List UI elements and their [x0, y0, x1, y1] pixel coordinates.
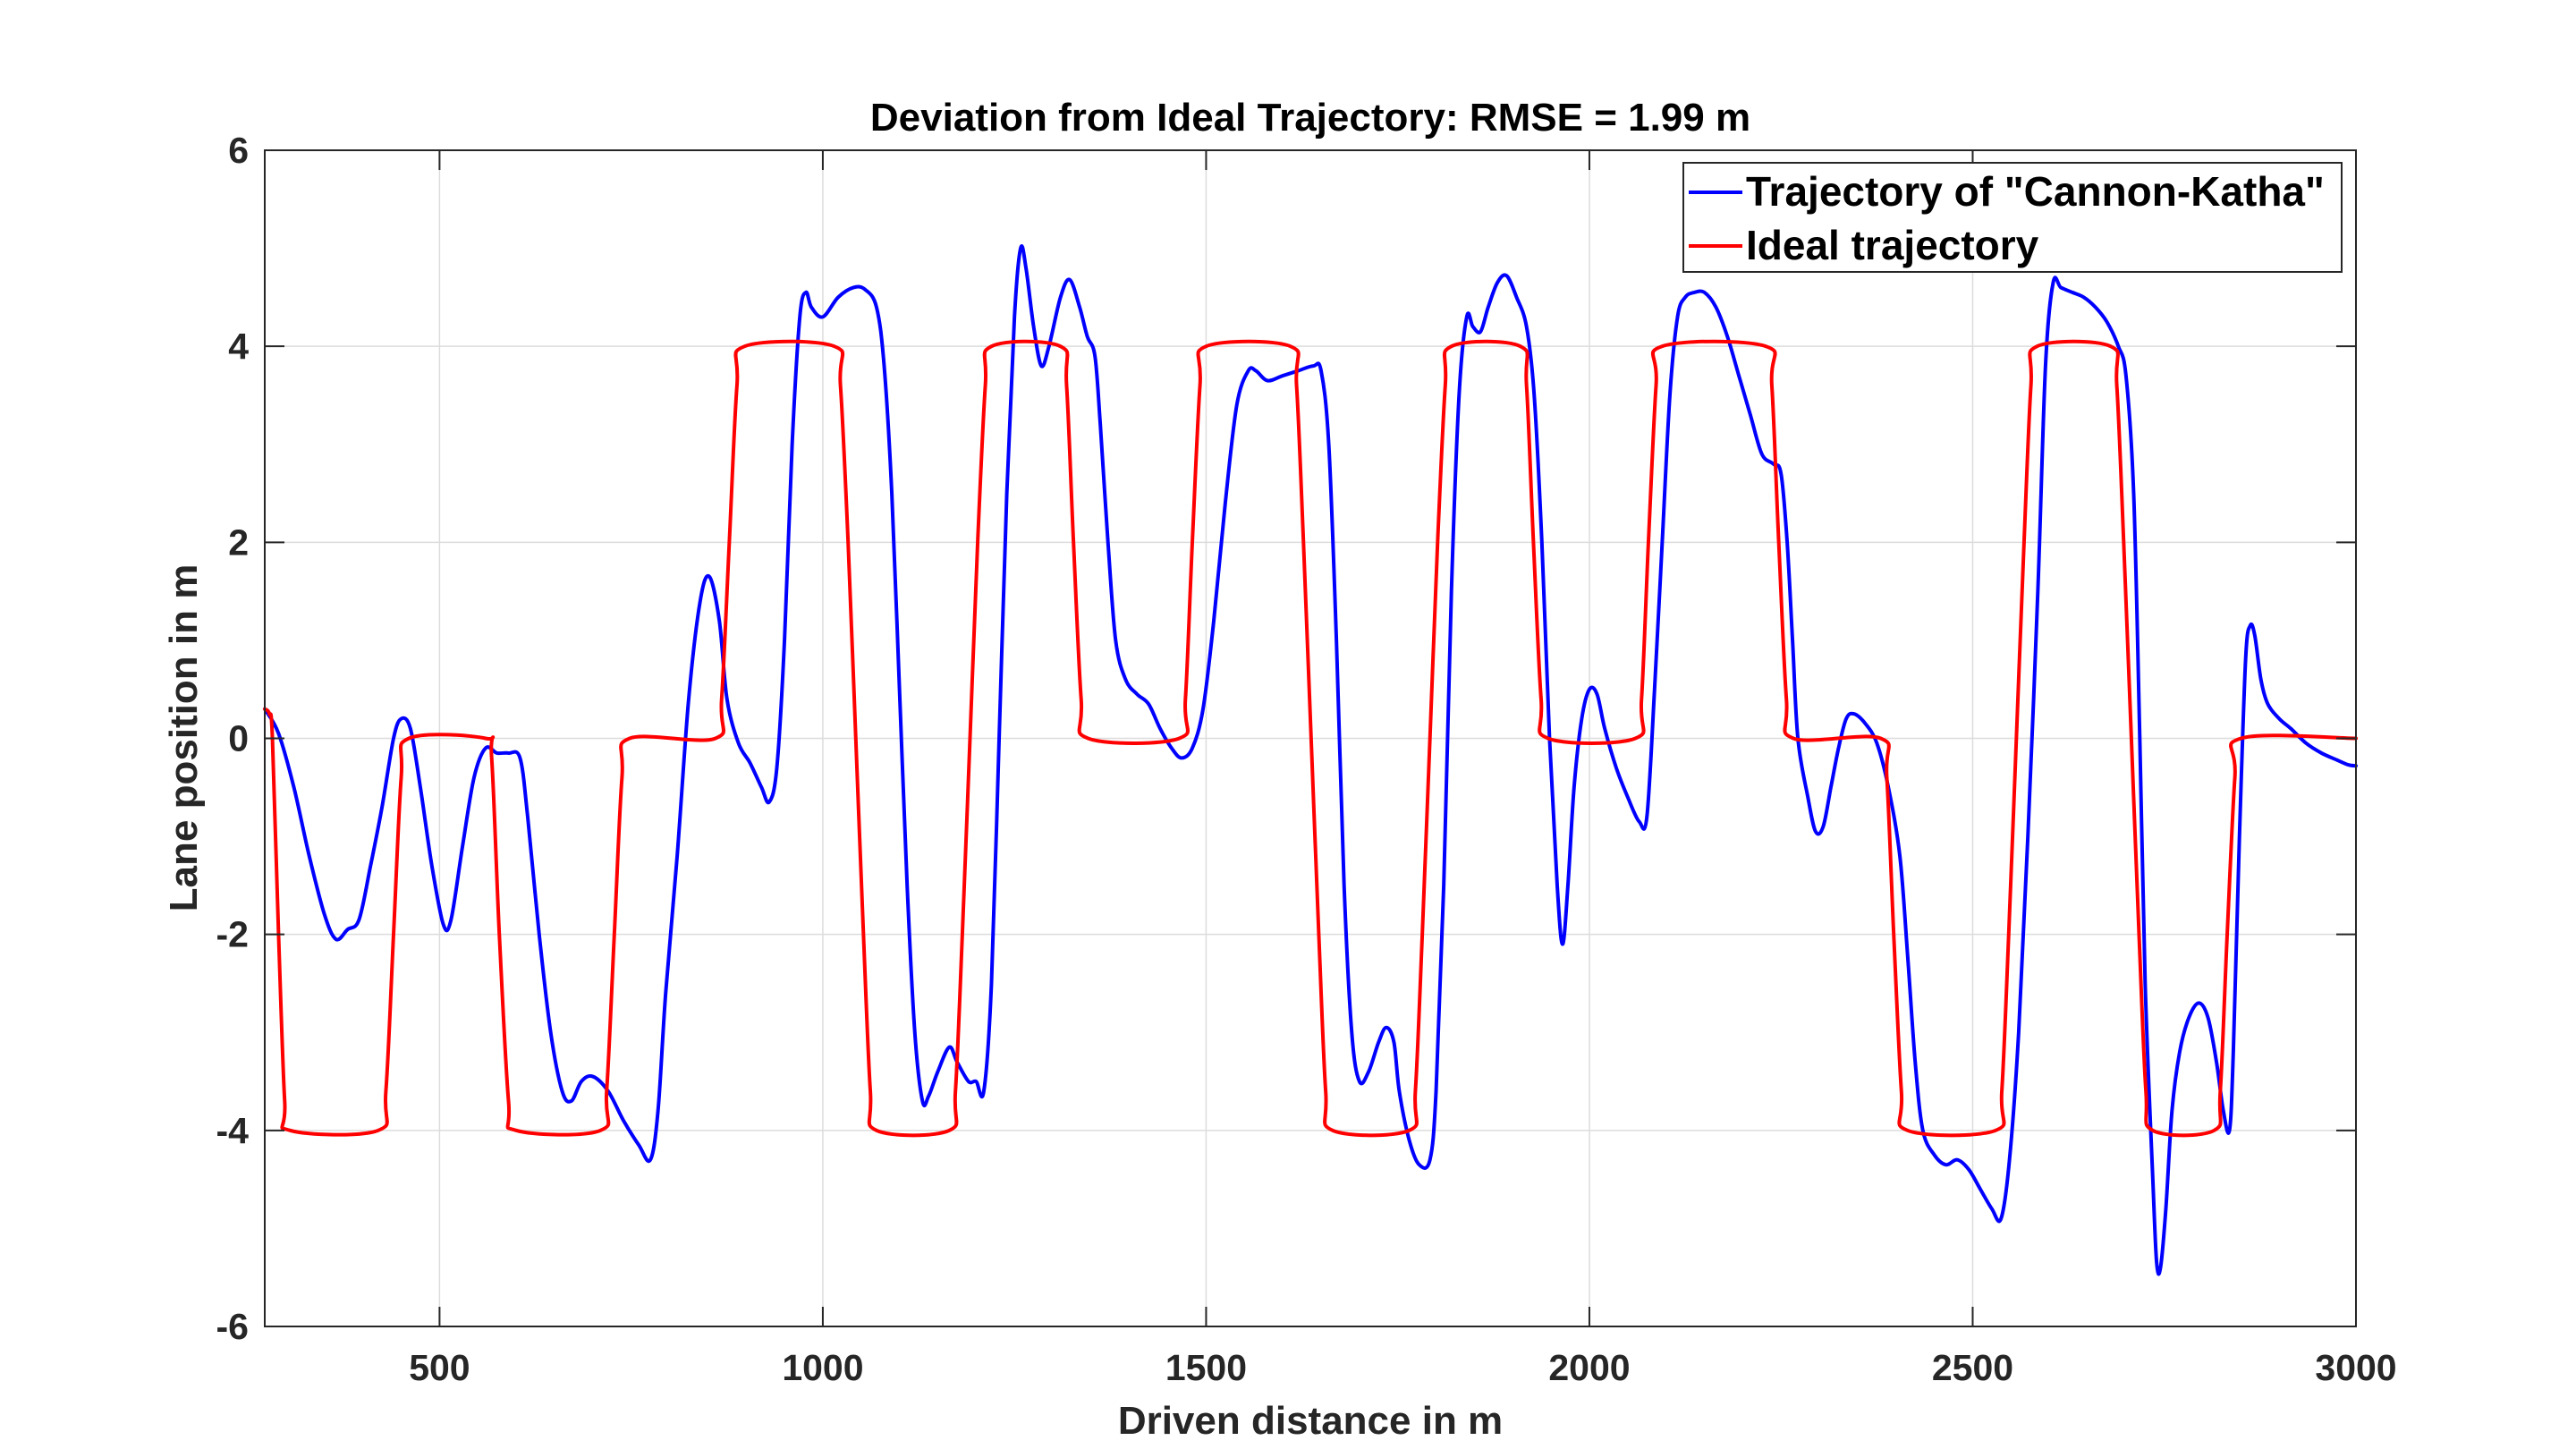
x-tick-label: 3000 [2315, 1347, 2396, 1388]
x-tick-label: 2000 [1548, 1347, 1630, 1388]
legend-box [1682, 162, 2343, 273]
y-tick-label: 6 [228, 130, 249, 171]
y-tick-label: 0 [228, 718, 249, 759]
y-tick-label: 2 [228, 521, 249, 563]
x-tick-label: 1500 [1165, 1347, 1247, 1388]
trajectory-line [263, 244, 2358, 1276]
y-tick-label: -6 [216, 1306, 249, 1347]
y-tick-label: -2 [216, 914, 249, 955]
x-tick-label: 1000 [782, 1347, 863, 1388]
series-layer [263, 244, 2358, 1276]
legend: Trajectory of "Cannon-Katha" Ideal traje… [1682, 162, 2343, 273]
ticks [265, 149, 2357, 1327]
x-tick-label: 2500 [1932, 1347, 2013, 1388]
x-tick-label: 500 [409, 1347, 470, 1388]
y-tick-label: 4 [228, 326, 249, 367]
chart-title: Deviation from Ideal Trajectory: RMSE = … [870, 96, 1750, 140]
y-axis-title: Lane position in m [162, 564, 206, 912]
ideal-trajectory-line [263, 339, 2358, 1138]
tick-labels: 500 1000 1500 2000 2500 3000 -6 -4 -2 0 2 4 6 [216, 130, 2397, 1388]
y-tick-label: -4 [216, 1110, 250, 1151]
legend-label-ideal: Ideal trajectory [1746, 222, 2039, 268]
x-axis-title: Driven distance in m [1118, 1399, 1503, 1443]
legend-label-trajectory: Trajectory of "Cannon-Katha" [1746, 168, 2325, 215]
